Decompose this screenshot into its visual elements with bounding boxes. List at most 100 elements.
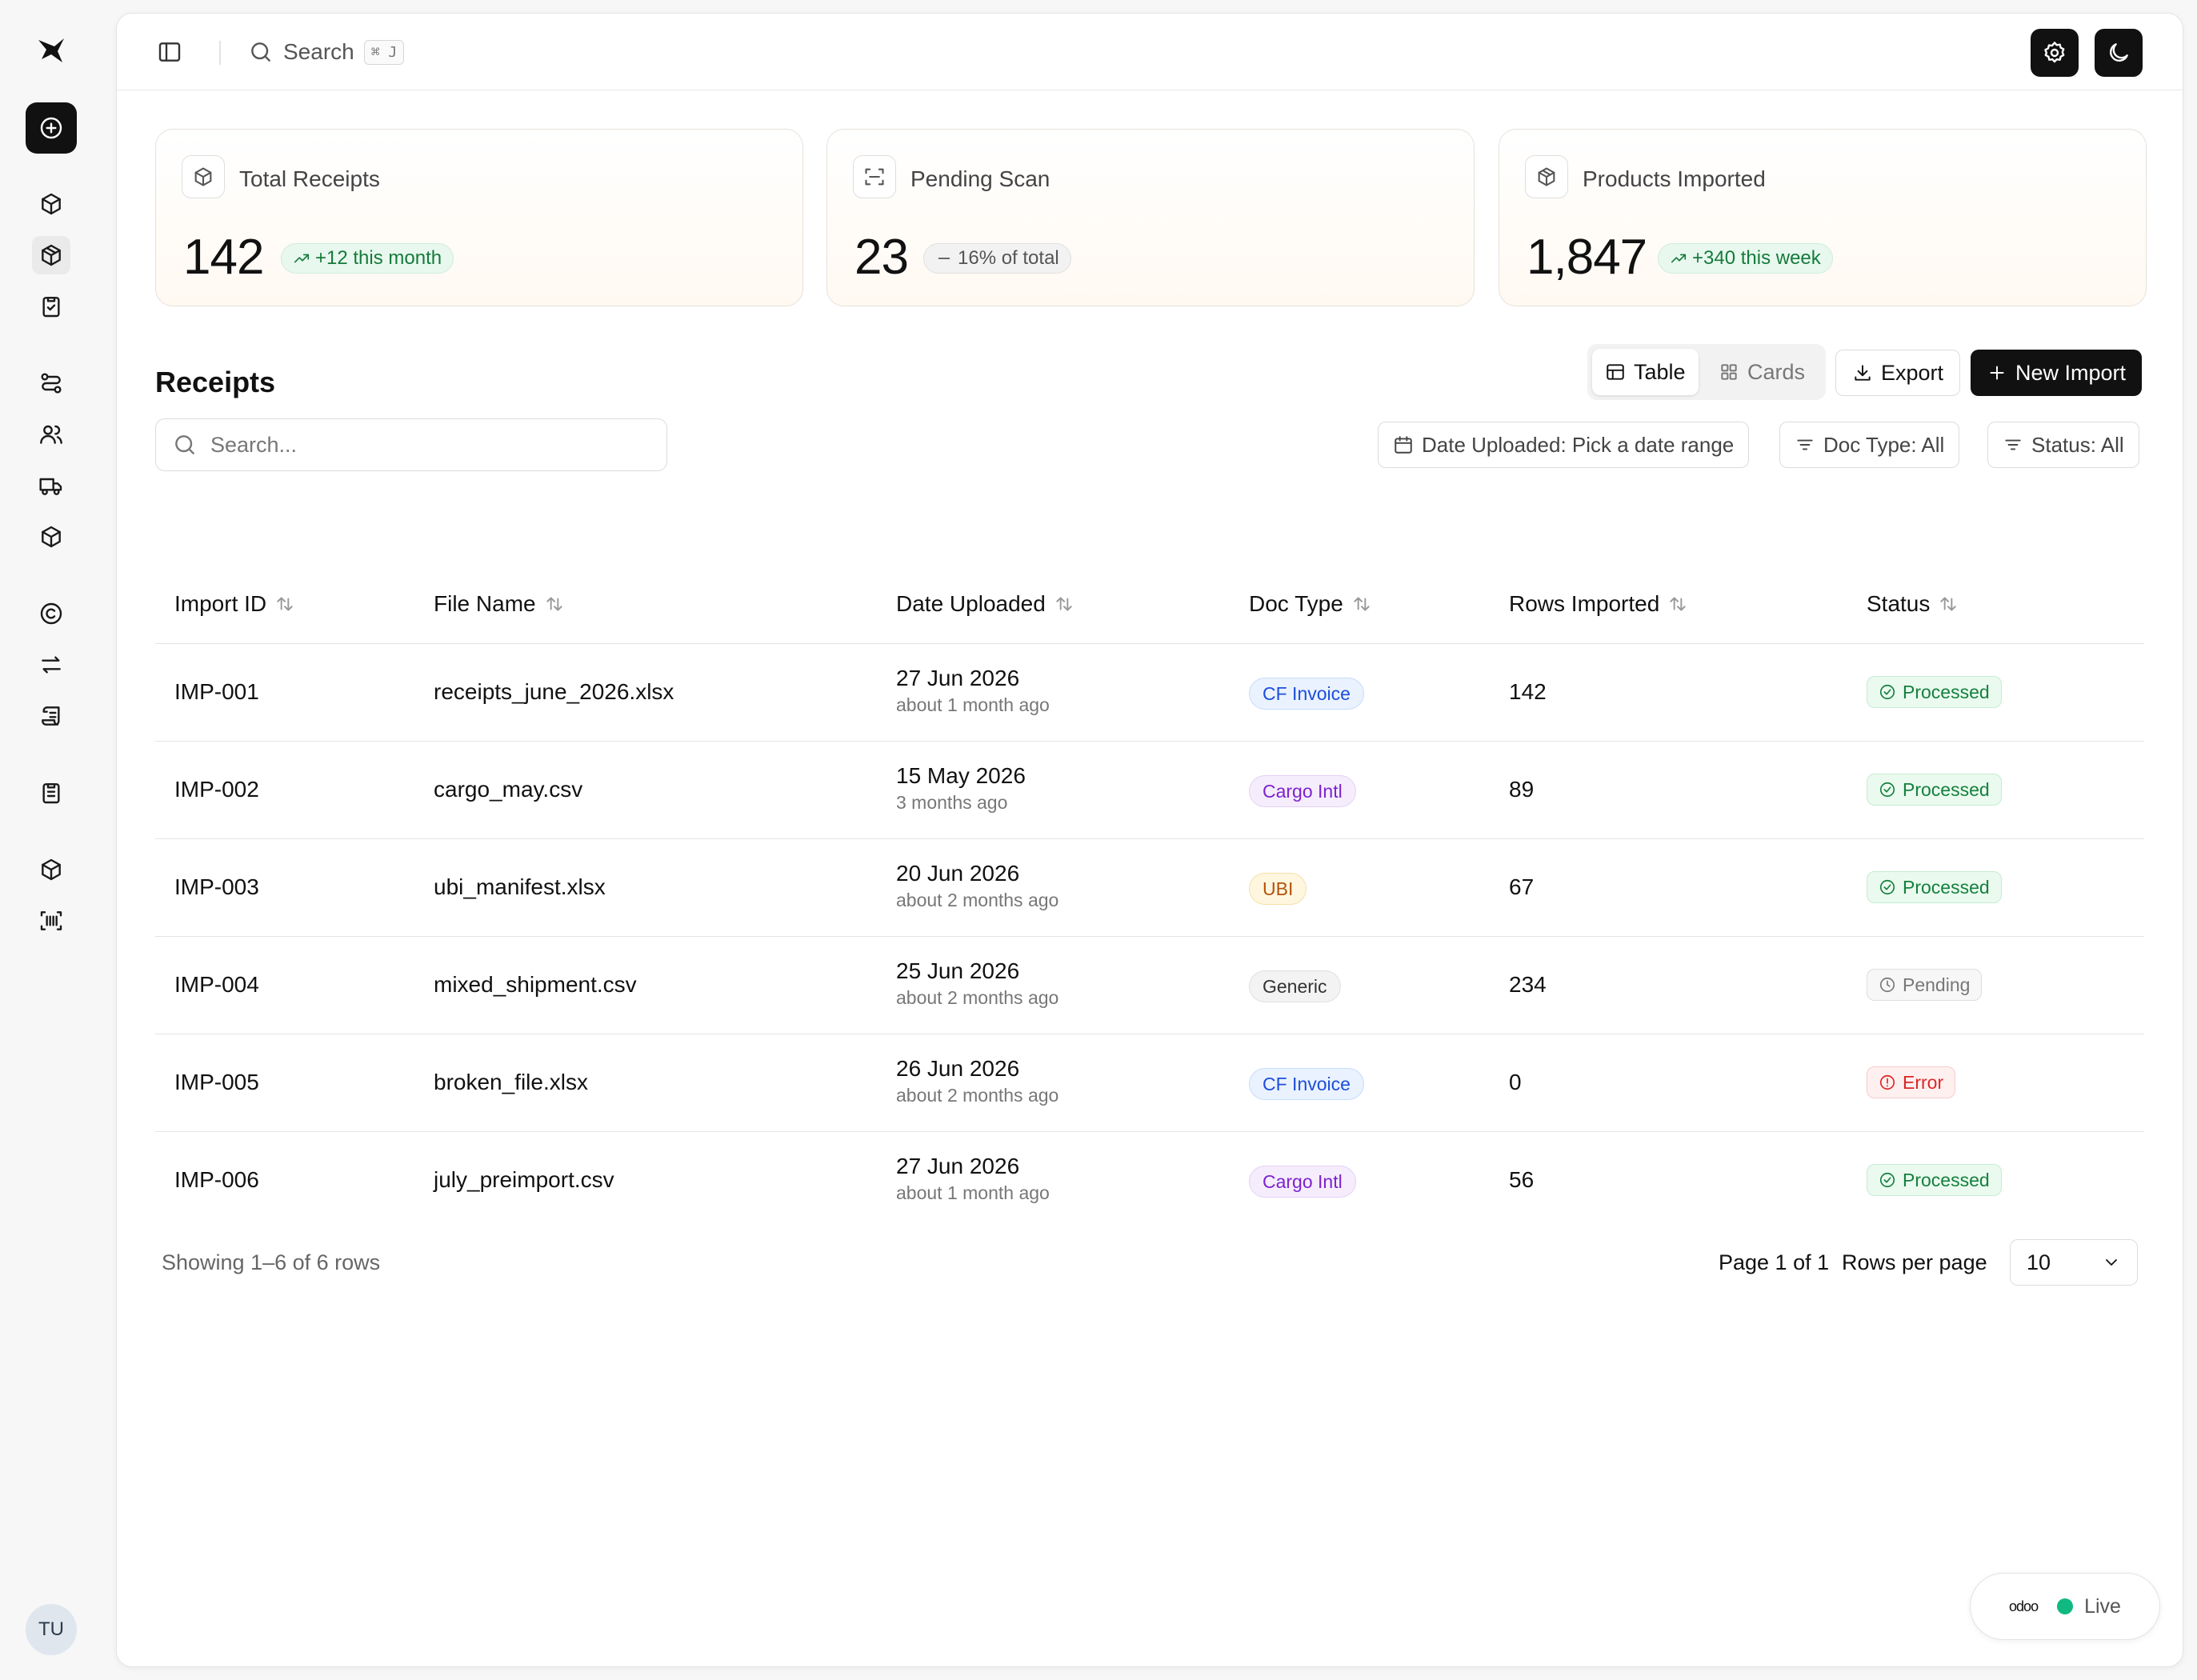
table-row[interactable]: IMP-005 broken_file.xlsx 26 Jun 2026 abo… [155, 1034, 2144, 1132]
status-label: Error [1903, 1071, 1944, 1093]
sort-icon [1354, 597, 1370, 611]
sort-icon [546, 597, 562, 611]
package-open-icon [42, 858, 61, 881]
chevron-down-icon [2106, 1259, 2117, 1266]
status-label: Processed [1903, 681, 1990, 702]
route-icon [41, 373, 62, 394]
export-button[interactable]: Export [1835, 350, 1961, 396]
table-row[interactable]: IMP-004 mixed_shipment.csv 25 Jun 2026 a… [155, 937, 2144, 1034]
date-relative: about 1 month ago [896, 1182, 1050, 1203]
table-row[interactable]: IMP-003 ubi_manifest.xlsx 20 Jun 2026 ab… [155, 839, 2144, 937]
rail-item-customers[interactable] [32, 415, 70, 454]
global-search-button[interactable]: Search ⌘ J [248, 36, 405, 68]
live-status-badge[interactable]: odoo Live [1970, 1573, 2160, 1640]
stat-delta-badge: +340 this week [1658, 243, 1833, 274]
cell-import-id: IMP-006 [174, 1167, 259, 1192]
rows-count-text: Showing 1–6 of 6 rows [162, 1250, 381, 1274]
rail-item-scanner[interactable] [32, 902, 70, 940]
cell-file-name: receipts_june_2026.xlsx [434, 679, 674, 704]
trending-up-icon [294, 254, 310, 263]
rail-item-reports[interactable] [32, 774, 70, 812]
cell-import-id: IMP-002 [174, 777, 259, 802]
sort-icon [1940, 597, 1957, 611]
boxes-icon [1538, 167, 1555, 186]
date-relative: 3 months ago [896, 792, 1008, 813]
cell-date-uploaded: 27 Jun 2026 about 1 month ago [896, 1154, 1050, 1204]
stat-card-products-imported: Products Imported 1,847 +340 this week [1499, 129, 2147, 306]
column-header-rows-imported[interactable]: Rows Imported [1509, 591, 1688, 617]
status-label: Processed [1903, 1169, 1990, 1190]
view-cards-button[interactable]: Cards [1706, 349, 1818, 395]
page-indicator: Page 1 of 1 [1719, 1250, 1830, 1274]
check-circle-icon [1879, 782, 1895, 798]
doc-type-badge: UBI [1249, 873, 1307, 905]
sidebar-toggle-button[interactable] [157, 39, 182, 65]
theme-toggle-button[interactable] [2095, 29, 2143, 77]
cell-rows-imported: 67 [1509, 874, 1535, 899]
view-table-label: Table [1634, 359, 1686, 384]
column-header-date-uploaded[interactable]: Date Uploaded [896, 591, 1074, 617]
table-row[interactable]: IMP-002 cargo_may.csv 15 May 2026 3 mont… [155, 742, 2144, 839]
rail-item-receipts[interactable] [32, 236, 70, 274]
view-toggle: Table Cards [1587, 344, 1826, 400]
table-search-input[interactable]: Search... [155, 418, 667, 471]
doc-type-filter[interactable]: Doc Type: All [1779, 422, 1960, 468]
status-filter[interactable]: Status: All [1987, 422, 2139, 468]
rail-item-tasks[interactable] [32, 287, 70, 326]
table-row[interactable]: IMP-006 july_preimport.csv 27 Jun 2026 a… [155, 1132, 2144, 1230]
date-value: 15 May 2026 [896, 763, 1026, 788]
clipboard-list-icon [42, 783, 60, 804]
rail-item-products[interactable] [32, 185, 70, 223]
rail-item-copyright[interactable] [32, 594, 70, 633]
app-logo[interactable] [34, 32, 69, 67]
new-import-button[interactable]: New Import [1971, 350, 2143, 396]
stat-card-total-receipts: Total Receipts 142 +12 this month [155, 129, 803, 306]
rail-item-shipping[interactable] [32, 466, 70, 505]
doc-type-badge: CF Invoice [1249, 1068, 1364, 1100]
doc-type-badge: Generic [1249, 970, 1341, 1002]
package-icon [194, 167, 212, 186]
top-bar: Search ⌘ J [117, 14, 2183, 90]
date-relative: about 1 month ago [896, 694, 1050, 715]
cell-rows-imported: 56 [1509, 1167, 1535, 1192]
column-header-import-id[interactable]: Import ID [174, 591, 295, 617]
table-row[interactable]: IMP-001 receipts_june_2026.xlsx 27 Jun 2… [155, 644, 2144, 742]
column-header-doc-type[interactable]: Doc Type [1249, 591, 1372, 617]
stat-delta-badge: 16% of total [923, 243, 1071, 274]
rows-per-page-select[interactable]: 10 [2010, 1239, 2138, 1286]
cell-file-name: broken_file.xlsx [434, 1070, 588, 1094]
stat-delta-text: 16% of total [958, 247, 1059, 269]
rail-item-catalog[interactable] [32, 850, 70, 889]
status-badge: Pending [1867, 969, 1983, 1001]
rows-per-page-value: 10 [2027, 1250, 2051, 1274]
moon-icon [2110, 43, 2128, 62]
table-search-placeholder: Search... [210, 432, 298, 457]
rail-item-ledger[interactable] [32, 697, 70, 735]
section-title: Receipts [155, 366, 276, 398]
rail-item-routes[interactable] [32, 364, 70, 402]
panel-left-icon [158, 42, 181, 62]
stat-value: 142 [183, 230, 264, 285]
box-icon [42, 244, 61, 266]
column-header-file-name[interactable]: File Name [434, 591, 565, 617]
date-relative: about 2 months ago [896, 1085, 1059, 1106]
check-circle-icon [1879, 1172, 1895, 1188]
rail-item-inventory[interactable] [32, 518, 70, 556]
date-value: 27 Jun 2026 [896, 666, 1020, 690]
status-badge: Processed [1867, 871, 2002, 903]
rail-item-transfers[interactable] [32, 646, 70, 684]
user-avatar[interactable]: TU [26, 1604, 77, 1655]
truck-icon [39, 478, 62, 495]
column-header-status[interactable]: Status [1867, 591, 1959, 617]
view-cards-label: Cards [1747, 359, 1806, 384]
card-icon-box [182, 155, 225, 198]
column-label: Rows Imported [1509, 591, 1660, 616]
scroll-icon [42, 706, 60, 726]
settings-button[interactable] [2031, 29, 2079, 77]
cell-date-uploaded: 20 Jun 2026 about 2 months ago [896, 861, 1058, 911]
date-uploaded-filter[interactable]: Date Uploaded: Pick a date range [1378, 422, 1750, 468]
view-table-button[interactable]: Table [1592, 349, 1699, 395]
calendar-icon [1395, 436, 1412, 454]
new-item-button[interactable] [26, 102, 77, 154]
search-icon [251, 42, 270, 62]
